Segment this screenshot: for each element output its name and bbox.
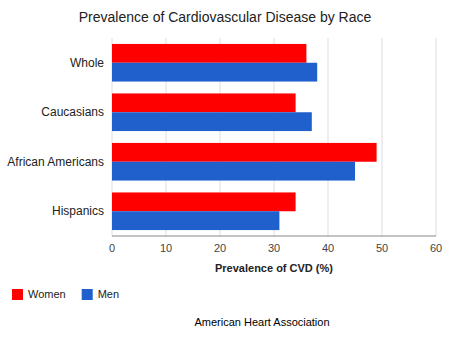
category-label: Whole — [70, 56, 104, 70]
x-tick-label: 10 — [160, 242, 172, 254]
legend-swatch — [12, 289, 23, 300]
bar — [112, 211, 279, 230]
chart-container: Prevalence of Cardiovascular Disease by … — [0, 0, 450, 338]
bar — [112, 63, 317, 82]
bar — [112, 44, 306, 63]
x-axis-line — [112, 236, 436, 237]
bars — [112, 44, 377, 230]
footnote: American Heart Association — [194, 316, 329, 328]
legend-label: Women — [28, 288, 66, 300]
grid-line — [382, 38, 383, 236]
category-label: Hispanics — [52, 204, 104, 218]
x-tick-label: 50 — [376, 242, 388, 254]
legend-label: Men — [98, 288, 119, 300]
chart-svg: Prevalence of Cardiovascular Disease by … — [0, 0, 450, 338]
grid-line — [328, 38, 329, 236]
grid — [112, 38, 436, 236]
grid-line — [436, 38, 437, 236]
x-tick-label: 40 — [322, 242, 334, 254]
x-tick-label: 30 — [268, 242, 280, 254]
legend-swatch — [82, 289, 93, 300]
bar — [112, 93, 296, 112]
x-axis-label: Prevalence of CVD (%) — [215, 262, 333, 274]
category-label: Caucasians — [41, 105, 104, 119]
legend: Women Men — [12, 288, 119, 300]
title: Prevalence of Cardiovascular Disease by … — [79, 9, 372, 25]
bar — [112, 143, 377, 162]
x-tick-label: 60 — [430, 242, 442, 254]
category-label: African Americans — [7, 155, 104, 169]
bar — [112, 162, 355, 181]
bar — [112, 192, 296, 211]
x-tick-label: 0 — [109, 242, 115, 254]
x-tick-label: 20 — [214, 242, 226, 254]
bar — [112, 112, 312, 131]
